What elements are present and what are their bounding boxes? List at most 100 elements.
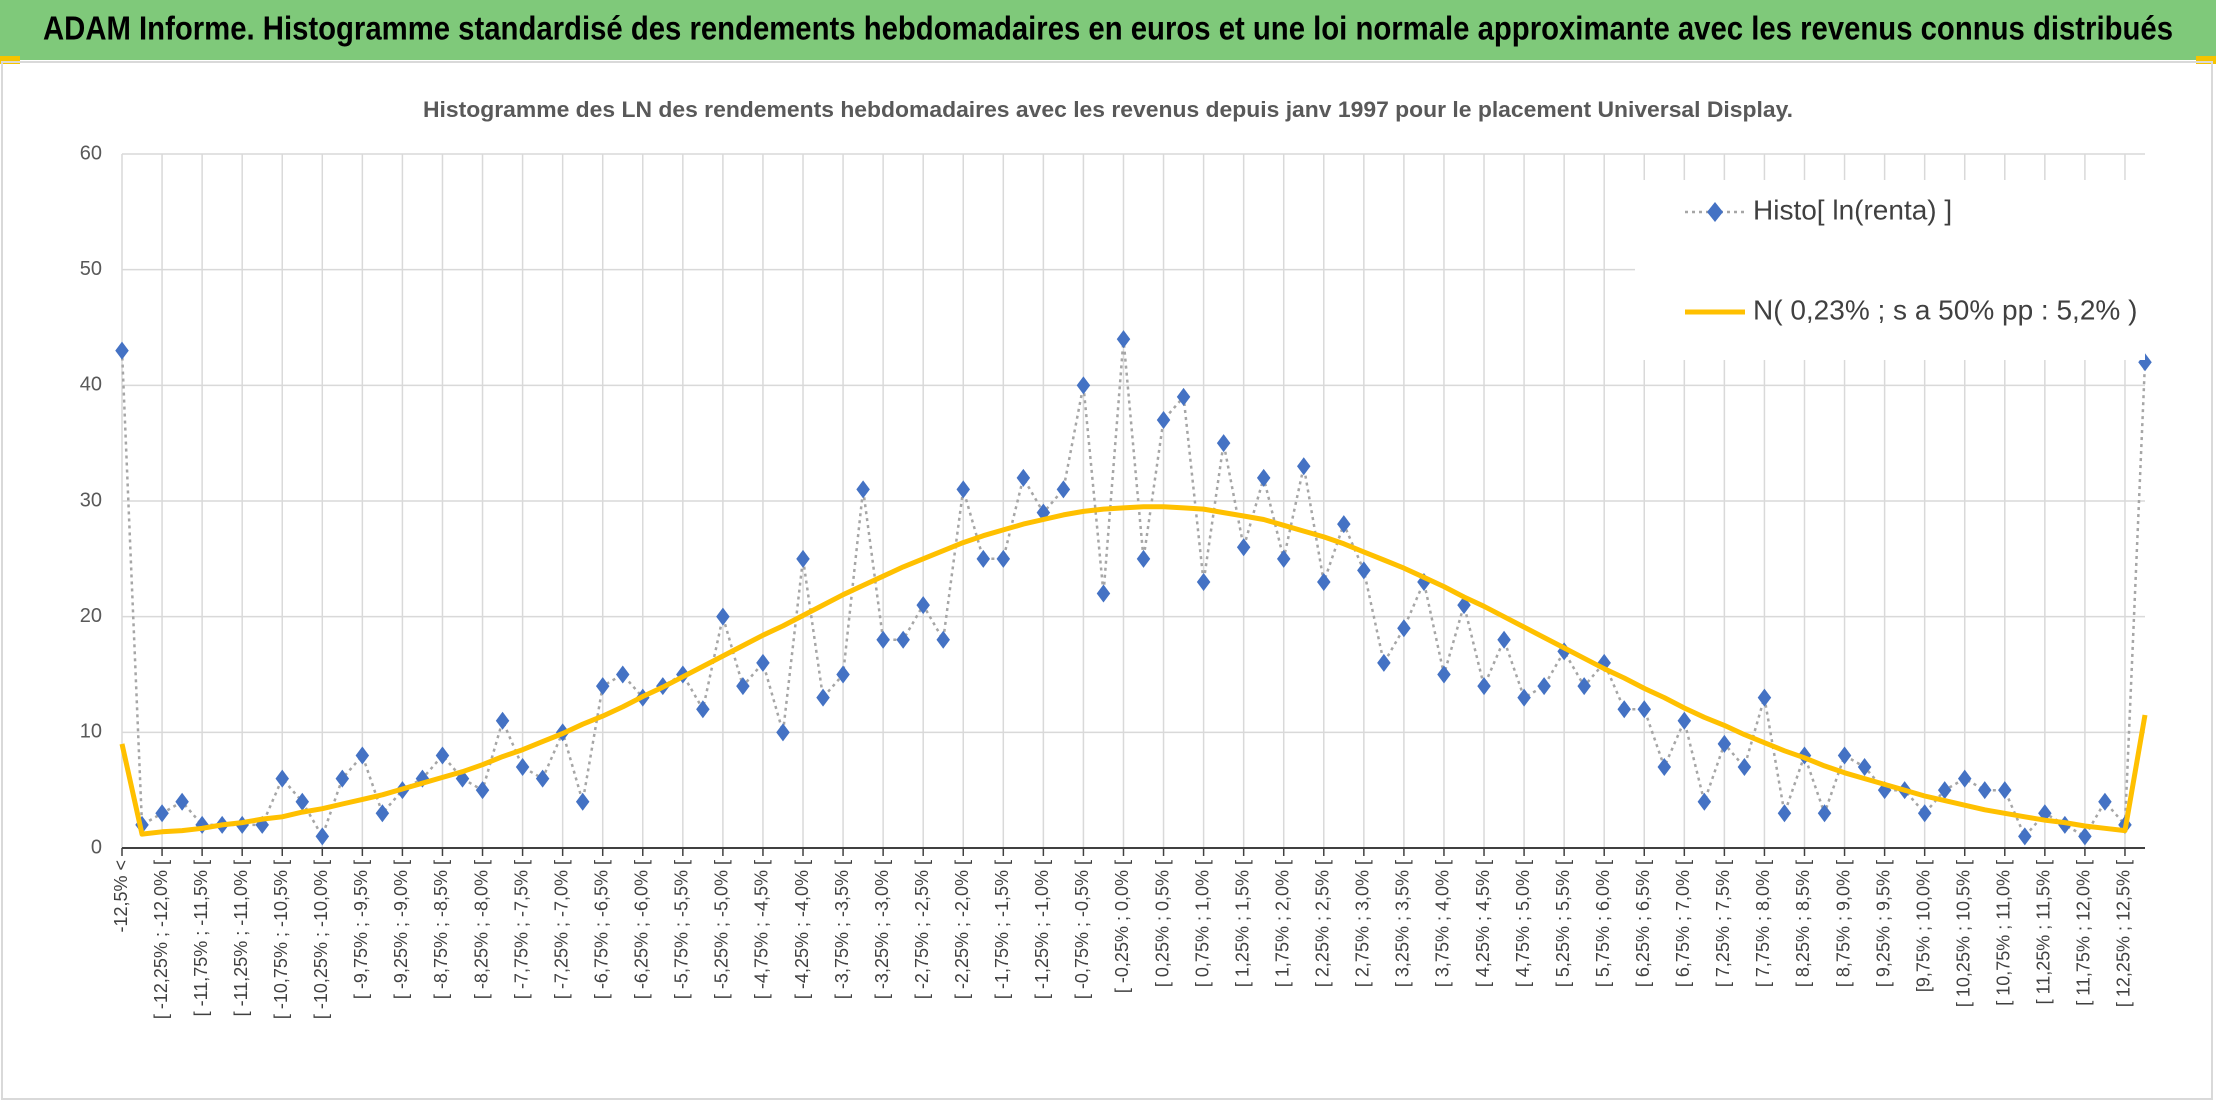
x-tick-label: [ -1,25% ; -1,0% [ xyxy=(1032,860,1052,999)
data-point xyxy=(1176,387,1191,406)
x-tick-label: [ 1,25% ; 1,5% [ xyxy=(1232,860,1252,987)
data-point xyxy=(1777,804,1792,823)
data-point xyxy=(1337,515,1351,534)
data-point xyxy=(736,677,750,696)
data-point xyxy=(716,607,730,626)
x-tick-label: [ -9,25% ; -9,0% [ xyxy=(391,860,411,999)
y-tick-label: 60 xyxy=(80,142,102,164)
data-point xyxy=(916,596,930,615)
data-point xyxy=(1657,758,1672,777)
x-tick-label: [ 2,25% ; 2,5% [ xyxy=(1313,860,1333,987)
x-tick-label: [ -8,75% ; -8,5% [ xyxy=(431,860,451,999)
data-point xyxy=(1156,411,1171,430)
data-point xyxy=(1056,480,1071,499)
page-title: ADAM Informe. Histogramme standardisé de… xyxy=(43,10,2173,47)
data-point xyxy=(936,630,950,649)
x-tick-label: [ 11,25% ; 11,5% [ xyxy=(2034,860,2054,1004)
data-point xyxy=(1236,538,1251,557)
y-tick-label: 30 xyxy=(80,489,102,511)
data-point xyxy=(1757,688,1772,707)
data-point xyxy=(295,792,310,811)
x-tick-label: [ -1,75% ; -1,5% [ xyxy=(992,860,1012,999)
data-point xyxy=(856,480,870,499)
x-tick-label: [ 9,25% ; 9,5% [ xyxy=(1873,860,1893,987)
data-point xyxy=(1196,572,1211,591)
x-tick-label: [ 5,25% ; 5,5% [ xyxy=(1553,860,1573,987)
x-tick-label: [ 3,75% ; 4,0% [ xyxy=(1433,860,1453,987)
data-point xyxy=(495,711,510,730)
data-point xyxy=(1497,630,1511,649)
y-tick-label: 40 xyxy=(80,374,102,396)
y-tick-label: 0 xyxy=(91,836,102,858)
x-tick-label: [ -7,75% ; -7,5% [ xyxy=(511,860,531,999)
data-point xyxy=(1477,677,1491,696)
data-point xyxy=(175,792,189,811)
x-tick-label: [9,75% ; 10,0% [ xyxy=(1913,860,1933,992)
data-point xyxy=(1937,781,1952,800)
corner-accent xyxy=(2196,56,2216,64)
data-point xyxy=(1837,746,1852,765)
x-tick-label: -12,5% < xyxy=(111,860,131,933)
x-tick-label: [ -10,75% ; -10,5% [ xyxy=(271,860,291,1019)
data-point xyxy=(1397,619,1411,638)
data-point xyxy=(375,804,390,823)
x-tick-label: [ 10,75% ; 11,0% [ xyxy=(1994,860,2014,1006)
x-tick-label: [ 8,75% ; 9,0% [ xyxy=(1833,860,1853,987)
x-tick-label: [ -2,75% ; -2,5% [ xyxy=(912,860,932,999)
y-tick-label: 10 xyxy=(80,721,102,743)
x-tick-label: [ -3,75% ; -3,5% [ xyxy=(832,860,852,999)
x-tick-label: [ -11,75% ; -11,5% [ xyxy=(191,860,211,1016)
data-point xyxy=(1517,688,1531,707)
data-point xyxy=(2098,792,2112,811)
data-point xyxy=(355,746,370,765)
data-point xyxy=(1617,700,1631,719)
data-point xyxy=(756,653,770,672)
data-point xyxy=(1136,549,1151,568)
x-tick-label: [ 3,25% ; 3,5% [ xyxy=(1393,860,1413,987)
x-tick-label: [ 11,75% ; 12,0% [ xyxy=(2074,860,2094,1006)
data-point xyxy=(155,804,169,823)
legend-label: Histo[ ln(renta) ] xyxy=(1753,194,1952,225)
chart-border xyxy=(1,61,2213,1100)
x-tick-label: [ -11,25% ; -11,0% [ xyxy=(231,860,251,1016)
x-tick-label: [ -7,25% ; -7,0% [ xyxy=(551,860,571,999)
legend-label: N( 0,23% ; s a 50% pp : 5,2% ) xyxy=(1753,294,2137,325)
header-bar xyxy=(0,0,2216,60)
x-tick-label: [ -12,25% ; -12,0% [ xyxy=(151,860,171,1019)
x-tick-label: [ -6,25% ; -6,0% [ xyxy=(632,860,652,999)
x-tick-label: [ 5,75% ; 6,0% [ xyxy=(1593,860,1613,987)
data-point xyxy=(996,549,1011,568)
x-tick-label: [ 7,75% ; 8,0% [ xyxy=(1753,860,1773,987)
data-point xyxy=(1016,468,1031,487)
data-point xyxy=(275,769,289,788)
y-tick-label: 20 xyxy=(80,605,102,627)
chart-title: Histogramme des LN des rendements hebdom… xyxy=(423,97,1793,122)
data-point xyxy=(2018,827,2032,846)
corner-accent xyxy=(0,56,20,64)
x-tick-label: [ 6,25% ; 6,5% [ xyxy=(1633,860,1653,987)
data-point xyxy=(1998,781,2012,800)
data-point xyxy=(1216,434,1231,453)
y-tick-label: 50 xyxy=(80,258,102,280)
data-point xyxy=(575,792,590,811)
data-point xyxy=(1697,792,1712,811)
data-point xyxy=(1717,734,1732,753)
data-point xyxy=(816,688,830,707)
data-point xyxy=(976,549,991,568)
data-point xyxy=(696,700,710,719)
series-line xyxy=(119,504,2148,837)
data-point xyxy=(335,769,350,788)
x-tick-label: [ 8,25% ; 8,5% [ xyxy=(1793,860,1813,987)
x-tick-label: [ -2,25% ; -2,0% [ xyxy=(952,860,972,999)
data-point xyxy=(535,769,550,788)
data-point xyxy=(475,781,490,800)
data-point xyxy=(776,723,790,742)
data-point xyxy=(1317,572,1331,591)
data-point xyxy=(435,746,450,765)
data-point xyxy=(615,665,630,684)
data-point xyxy=(1276,549,1291,568)
data-point xyxy=(1537,677,1551,696)
data-point xyxy=(1377,653,1391,672)
x-tick-label: [ -5,25% ; -5,0% [ xyxy=(712,860,732,999)
